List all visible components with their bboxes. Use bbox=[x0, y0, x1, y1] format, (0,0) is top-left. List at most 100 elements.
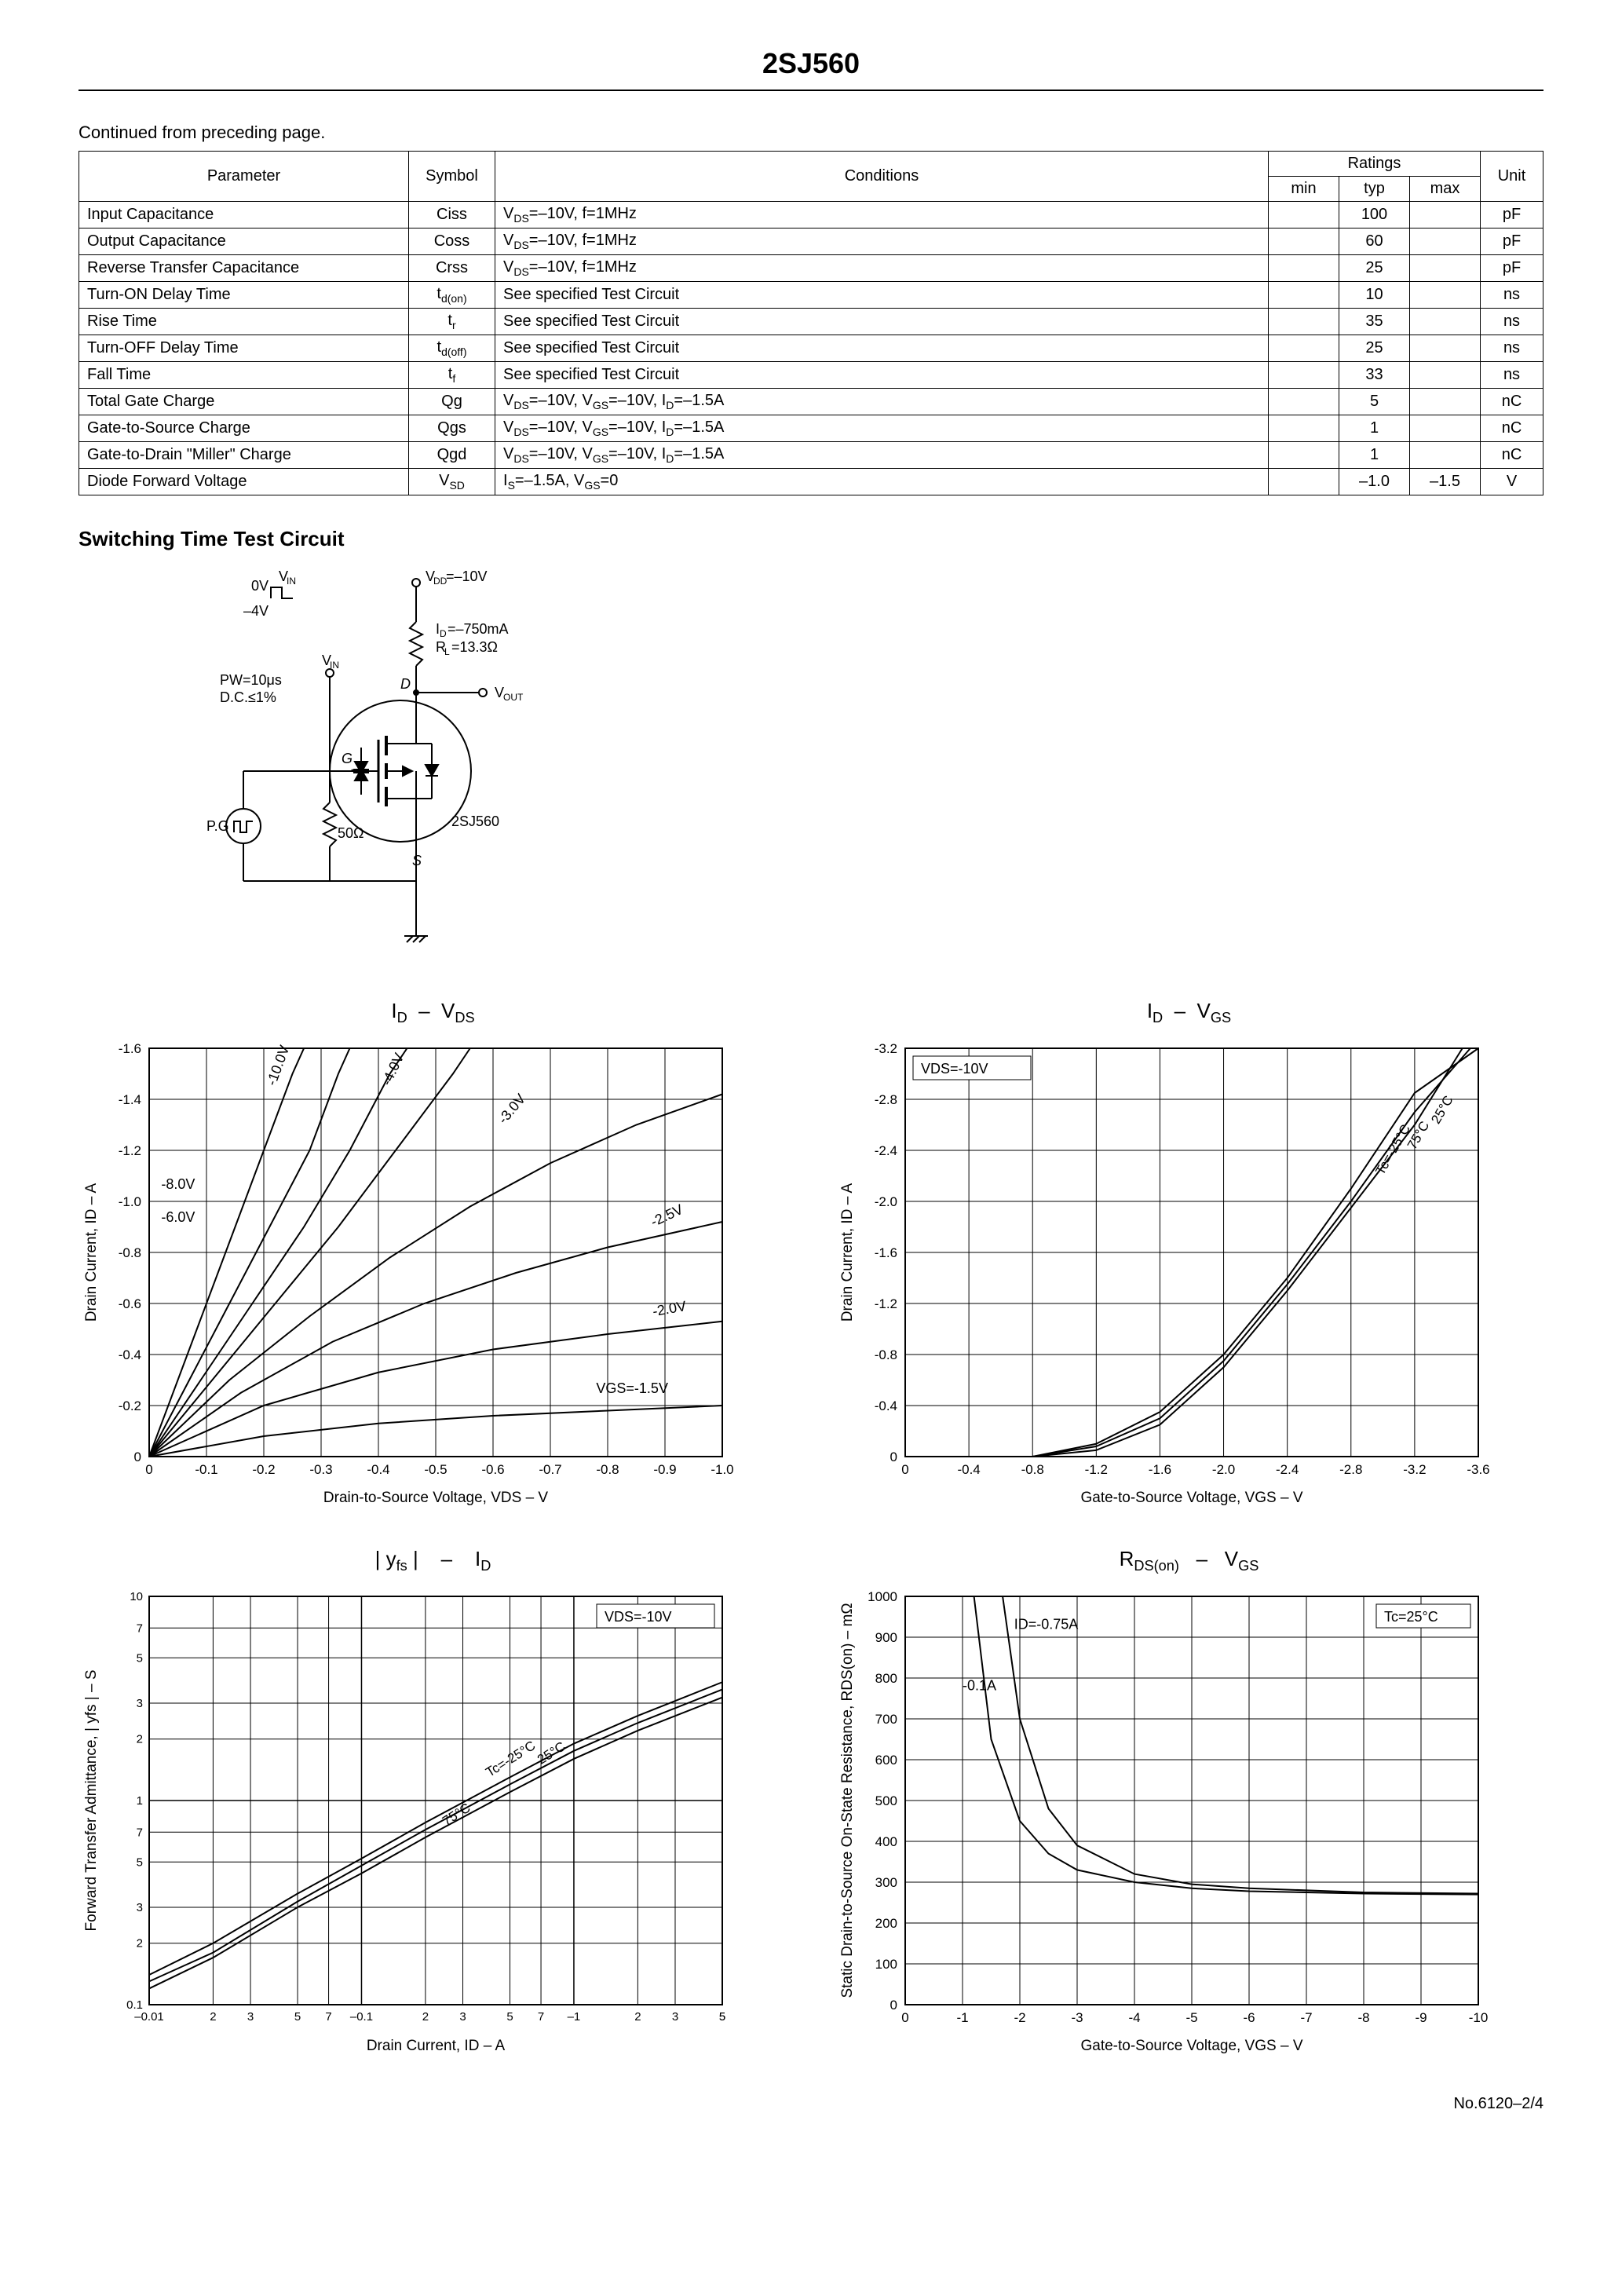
svg-text:0: 0 bbox=[901, 2010, 908, 2025]
svg-text:VDS=-10V: VDS=-10V bbox=[921, 1061, 988, 1077]
svg-text:-1: -1 bbox=[956, 2010, 968, 2025]
svg-text:200: 200 bbox=[875, 1916, 897, 1931]
svg-text:-1.0: -1.0 bbox=[711, 1462, 733, 1477]
svg-text:-1.2: -1.2 bbox=[875, 1296, 897, 1311]
chart-title-rdson-vgs: RDS(on) – VGS bbox=[835, 1547, 1543, 1574]
svg-text:2: 2 bbox=[210, 2010, 216, 2024]
svg-text:Forward Transfer Admittance, |: Forward Transfer Admittance, | yfs | – S bbox=[83, 1670, 100, 1932]
svg-text:50Ω: 50Ω bbox=[338, 825, 363, 841]
svg-text:–0.01: –0.01 bbox=[134, 2010, 164, 2024]
chart-rdson-vgs: 0-1-2-3-4-5-6-7-8-9-10010020030040050060… bbox=[835, 1581, 1494, 2060]
specifications-table: Parameter Symbol Conditions Ratings Unit… bbox=[79, 151, 1543, 495]
svg-text:100: 100 bbox=[875, 1957, 897, 1972]
svg-text:Gate-to-Source Voltage, VGS –: Gate-to-Source Voltage, VGS – V bbox=[1080, 1490, 1302, 1506]
svg-text:3: 3 bbox=[137, 1901, 143, 1914]
header-ratings: Ratings bbox=[1269, 152, 1481, 177]
svg-text:-8.0V: -8.0V bbox=[161, 1176, 195, 1192]
svg-text:G: G bbox=[342, 751, 353, 766]
svg-text:-1.2: -1.2 bbox=[119, 1143, 141, 1158]
svg-text:3: 3 bbox=[459, 2010, 466, 2024]
svg-text:L: L bbox=[444, 646, 450, 657]
svg-text:OUT: OUT bbox=[503, 692, 524, 703]
svg-text:5: 5 bbox=[137, 1856, 143, 1870]
svg-text:-1.4: -1.4 bbox=[119, 1092, 141, 1107]
svg-text:-0.8: -0.8 bbox=[596, 1462, 619, 1477]
svg-text:-3.2: -3.2 bbox=[1403, 1462, 1426, 1477]
table-row: Gate-to-Source ChargeQgsVDS=–10V, VGS=–1… bbox=[79, 415, 1543, 442]
svg-text:-0.9: -0.9 bbox=[653, 1462, 676, 1477]
svg-text:D: D bbox=[440, 628, 447, 639]
chart-id-vgs: 0-0.4-0.8-1.2-1.6-2.0-2.4-2.8-3.2-3.60-0… bbox=[835, 1033, 1494, 1512]
svg-text:ID=-0.75A: ID=-0.75A bbox=[1014, 1617, 1079, 1632]
svg-text:-1.6: -1.6 bbox=[1149, 1462, 1171, 1477]
svg-text:3: 3 bbox=[137, 1697, 143, 1710]
svg-text:P.G: P.G bbox=[206, 818, 229, 834]
svg-text:=–750mA: =–750mA bbox=[448, 621, 509, 637]
svg-text:700: 700 bbox=[875, 1712, 897, 1727]
table-row: Total Gate ChargeQgVDS=–10V, VGS=–10V, I… bbox=[79, 389, 1543, 415]
svg-text:-0.8: -0.8 bbox=[1021, 1462, 1044, 1477]
svg-text:-2.4: -2.4 bbox=[1276, 1462, 1299, 1477]
test-circuit-diagram: 0V –4V VIN VIN PW=10μs D.C.≤1% 50Ω P.G V… bbox=[102, 567, 573, 975]
svg-text:-0.8: -0.8 bbox=[119, 1245, 141, 1260]
page-footer: No.6120–2/4 bbox=[79, 2095, 1543, 2113]
page-title: 2SJ560 bbox=[79, 47, 1543, 91]
svg-text:-2.4: -2.4 bbox=[875, 1143, 897, 1158]
table-row: Rise TimetrSee specified Test Circuit35n… bbox=[79, 309, 1543, 335]
svg-text:Drain Current, ID – A: Drain Current, ID – A bbox=[83, 1183, 100, 1322]
svg-text:5: 5 bbox=[719, 2010, 725, 2024]
svg-text:400: 400 bbox=[875, 1834, 897, 1849]
svg-text:0.1: 0.1 bbox=[126, 1998, 143, 2012]
svg-text:-1.2: -1.2 bbox=[1085, 1462, 1108, 1477]
svg-text:-0.1: -0.1 bbox=[195, 1462, 217, 1477]
svg-text:-6: -6 bbox=[1243, 2010, 1255, 2025]
svg-text:Drain Current, ID – A: Drain Current, ID – A bbox=[839, 1183, 856, 1322]
svg-text:–4V: –4V bbox=[243, 603, 269, 619]
svg-text:0: 0 bbox=[134, 1450, 141, 1464]
svg-text:2: 2 bbox=[634, 2010, 641, 2024]
svg-text:500: 500 bbox=[875, 1793, 897, 1808]
svg-text:IN: IN bbox=[287, 576, 296, 587]
svg-text:-3: -3 bbox=[1071, 2010, 1083, 2025]
svg-text:300: 300 bbox=[875, 1875, 897, 1890]
svg-text:Tc=25°C: Tc=25°C bbox=[1384, 1609, 1438, 1625]
svg-text:IN: IN bbox=[330, 660, 339, 671]
svg-text:-0.3: -0.3 bbox=[309, 1462, 332, 1477]
svg-text:-4: -4 bbox=[1128, 2010, 1140, 2025]
svg-text:2: 2 bbox=[137, 1733, 143, 1746]
table-row: Reverse Transfer CapacitanceCrssVDS=–10V… bbox=[79, 255, 1543, 282]
svg-text:-0.4: -0.4 bbox=[957, 1462, 980, 1477]
svg-text:Static Drain-to-Source On-Stat: Static Drain-to-Source On-State Resistan… bbox=[839, 1603, 856, 1998]
svg-text:-1.6: -1.6 bbox=[875, 1245, 897, 1260]
svg-text:-0.6: -0.6 bbox=[481, 1462, 504, 1477]
svg-text:D: D bbox=[400, 676, 411, 692]
svg-text:7: 7 bbox=[137, 1622, 143, 1636]
table-row: Gate-to-Drain "Miller" ChargeQgdVDS=–10V… bbox=[79, 442, 1543, 469]
svg-text:10: 10 bbox=[130, 1590, 143, 1603]
svg-text:-0.1A: -0.1A bbox=[963, 1678, 996, 1694]
svg-text:0: 0 bbox=[890, 1998, 897, 2013]
svg-text:-6.0V: -6.0V bbox=[161, 1209, 195, 1225]
continued-note: Continued from preceding page. bbox=[79, 122, 1543, 143]
svg-text:7: 7 bbox=[137, 1826, 143, 1840]
svg-text:-0.8: -0.8 bbox=[875, 1347, 897, 1362]
header-parameter: Parameter bbox=[79, 152, 409, 202]
svg-text:3: 3 bbox=[247, 2010, 254, 2024]
svg-text:-2.8: -2.8 bbox=[1339, 1462, 1362, 1477]
chart-title-yfs-id: | yfs | – ID bbox=[79, 1547, 787, 1574]
svg-text:–0.1: –0.1 bbox=[350, 2010, 373, 2024]
svg-text:0: 0 bbox=[890, 1450, 897, 1464]
svg-text:-1.6: -1.6 bbox=[119, 1041, 141, 1056]
svg-text:-10: -10 bbox=[1469, 2010, 1489, 2025]
table-row: Turn-ON Delay Timetd(on)See specified Te… bbox=[79, 282, 1543, 309]
svg-text:-3.6: -3.6 bbox=[1467, 1462, 1489, 1477]
header-max: max bbox=[1410, 177, 1481, 202]
svg-text:-2.0: -2.0 bbox=[875, 1194, 897, 1209]
svg-text:S: S bbox=[412, 853, 422, 868]
header-unit: Unit bbox=[1481, 152, 1543, 202]
circuit-title: Switching Time Test Circuit bbox=[79, 527, 1543, 551]
svg-text:1: 1 bbox=[137, 1794, 143, 1808]
chart-yfs-id: –0.012357–0.12357–123550.123571235710VDS… bbox=[79, 1581, 738, 2060]
svg-text:-2: -2 bbox=[1014, 2010, 1025, 2025]
svg-text:Drain-to-Source Voltage, VDS: Drain-to-Source Voltage, VDS – V bbox=[323, 1490, 549, 1506]
